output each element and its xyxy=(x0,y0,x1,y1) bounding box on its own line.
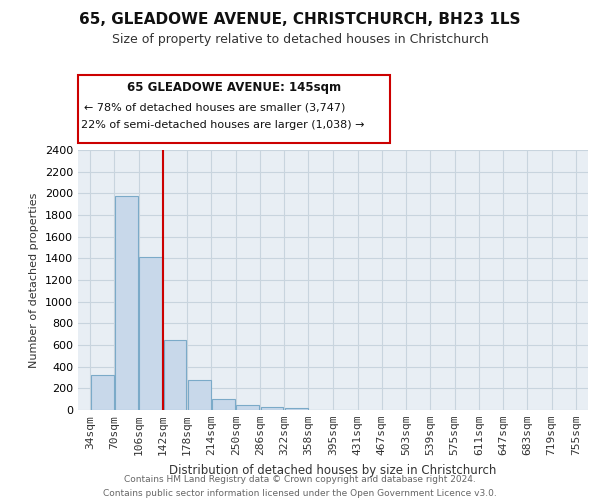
Text: 22% of semi-detached houses are larger (1,038) →: 22% of semi-detached houses are larger (… xyxy=(81,120,365,130)
Bar xyxy=(236,405,259,410)
Bar xyxy=(164,340,187,410)
Y-axis label: Number of detached properties: Number of detached properties xyxy=(29,192,40,368)
Text: Contains HM Land Registry data © Crown copyright and database right 2024.
Contai: Contains HM Land Registry data © Crown c… xyxy=(103,476,497,498)
Bar xyxy=(188,380,211,410)
Bar xyxy=(91,375,114,410)
Text: 65, GLEADOWE AVENUE, CHRISTCHURCH, BH23 1LS: 65, GLEADOWE AVENUE, CHRISTCHURCH, BH23 … xyxy=(79,12,521,28)
Text: 65 GLEADOWE AVENUE: 145sqm: 65 GLEADOWE AVENUE: 145sqm xyxy=(127,81,341,94)
Text: ← 78% of detached houses are smaller (3,747): ← 78% of detached houses are smaller (3,… xyxy=(84,102,346,113)
Bar xyxy=(139,257,162,410)
Bar xyxy=(212,399,235,410)
Bar xyxy=(260,407,283,410)
X-axis label: Distribution of detached houses by size in Christchurch: Distribution of detached houses by size … xyxy=(169,464,497,476)
Bar xyxy=(115,196,138,410)
Bar xyxy=(285,408,308,410)
Text: Size of property relative to detached houses in Christchurch: Size of property relative to detached ho… xyxy=(112,32,488,46)
